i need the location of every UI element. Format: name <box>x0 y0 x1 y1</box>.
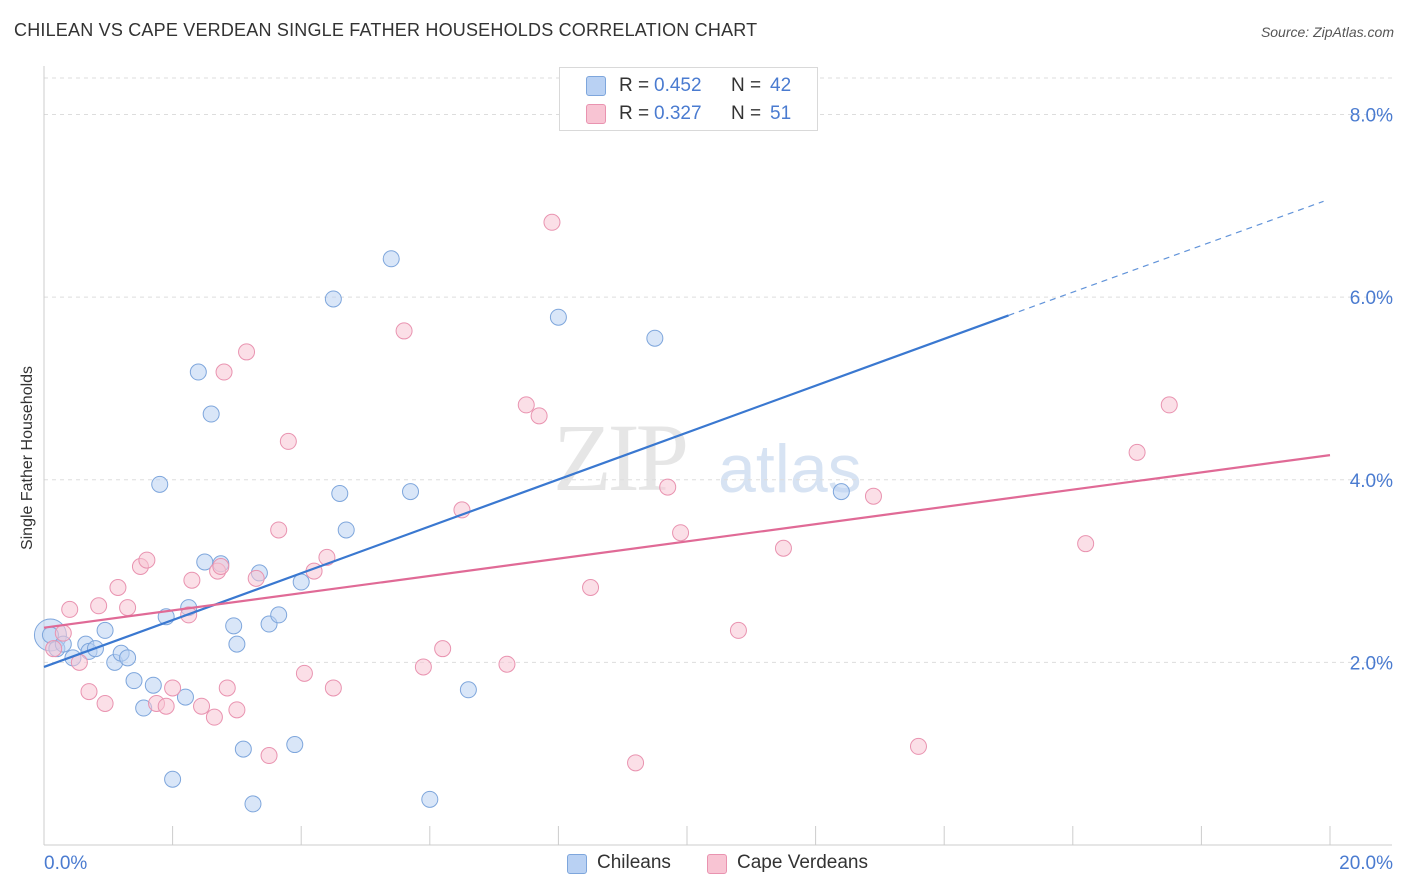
cape-verdean-point <box>434 640 452 658</box>
chilean-point <box>549 308 567 326</box>
chilean-point <box>402 483 420 501</box>
chilean-point <box>646 329 664 347</box>
cape-verdean-point <box>774 539 792 557</box>
cape-verdean-point <box>864 487 882 505</box>
n-value: 51 <box>770 103 792 124</box>
cape-verdean-point <box>215 363 233 381</box>
n-label: N = <box>731 75 762 96</box>
chilean-point <box>96 621 114 639</box>
cape-verdean-point <box>247 569 265 587</box>
cape-verdean-point <box>90 597 108 615</box>
cape-verdean-point <box>183 571 201 589</box>
n-label: N = <box>731 103 762 124</box>
r-value: 0.452 <box>654 75 702 96</box>
cape-verdean-point <box>193 697 211 715</box>
chilean-point <box>119 649 137 667</box>
n-value: 42 <box>770 75 792 96</box>
cape-verdean-point <box>1160 396 1178 414</box>
cape-verdean-point <box>582 579 600 597</box>
chileans-trend-line <box>43 314 1009 668</box>
chilean-point <box>189 363 207 381</box>
cape-verdean-point <box>260 747 278 765</box>
cape-verdeans-trend-line <box>43 454 1331 629</box>
chilean-point <box>125 672 143 690</box>
chilean-point <box>176 688 194 706</box>
legend-label-chileans: Chileans <box>597 852 671 873</box>
cape-verdean-point <box>138 551 156 569</box>
cape-verdean-point <box>543 213 561 231</box>
chilean-point <box>225 617 243 635</box>
chilean-point <box>244 795 262 813</box>
chilean-point <box>832 483 850 501</box>
chilean-point <box>286 736 304 754</box>
cape-verdean-point <box>395 322 413 340</box>
cape-verdean-point <box>279 432 297 450</box>
cape-verdean-point <box>119 599 137 617</box>
cape-verdean-point <box>270 521 288 539</box>
cape-verdean-point <box>109 579 127 597</box>
stats-legend: R = 0.452 N = 42 R = 0.327 N = 51 <box>559 67 818 131</box>
legend-label-cape-verdeans: Cape Verdeans <box>737 852 868 873</box>
cape-verdean-point <box>498 655 516 673</box>
cape-verdean-point <box>164 679 182 697</box>
cape-verdean-point <box>729 621 747 639</box>
cape-verdean-point <box>54 624 72 642</box>
chilean-point <box>228 635 246 653</box>
cape-verdean-point <box>295 664 313 682</box>
cape-verdean-point <box>218 679 236 697</box>
cape-verdean-point <box>96 694 114 712</box>
chilean-point <box>202 405 220 423</box>
cape-verdean-point <box>1077 535 1095 553</box>
cape-verdean-point <box>672 524 690 542</box>
series-legend: Chileans Cape Verdeans <box>0 852 1406 878</box>
chileans-trend-extension <box>1008 200 1324 316</box>
cape-verdean-point <box>909 737 927 755</box>
cape-verdean-point <box>659 478 677 496</box>
chilean-point <box>164 770 182 788</box>
cape-verdean-point <box>324 679 342 697</box>
chilean-point <box>459 681 477 699</box>
cape-verdean-point <box>627 754 645 772</box>
chilean-point <box>324 290 342 308</box>
chilean-point <box>382 250 400 268</box>
chileans-swatch <box>586 76 606 96</box>
cape-verdean-point <box>80 683 98 701</box>
chilean-point <box>421 790 439 808</box>
chilean-point <box>337 521 355 539</box>
cape-verdean-point <box>517 396 535 414</box>
chilean-point <box>292 573 310 591</box>
cape-verdean-point <box>530 407 548 425</box>
chilean-point <box>151 475 169 493</box>
cape-verdean-point <box>228 701 246 719</box>
cape-verdean-point <box>238 343 256 361</box>
cape-verdean-point <box>414 658 432 676</box>
cape-verdeans-swatch <box>707 854 727 874</box>
y-tick-label: 2.0% <box>1350 653 1393 674</box>
chileans-swatch <box>567 854 587 874</box>
chilean-point <box>144 676 162 694</box>
chart-title: CHILEAN VS CAPE VERDEAN SINGLE FATHER HO… <box>14 20 758 40</box>
chilean-point <box>234 740 252 758</box>
y-tick-label: 4.0% <box>1350 471 1393 492</box>
y-tick-label: 6.0% <box>1350 288 1393 309</box>
cape-verdean-point <box>205 708 223 726</box>
y-tick-label: 8.0% <box>1350 106 1393 127</box>
r-label: R = <box>619 75 650 96</box>
source-credit: Source: ZipAtlas.com <box>1260 24 1394 40</box>
cape-verdean-point <box>157 697 175 715</box>
chilean-point <box>331 484 349 502</box>
cape-verdean-point <box>61 600 79 618</box>
cape-verdean-point <box>45 640 63 658</box>
x-tick-label: 20.0% <box>1339 853 1393 874</box>
cape-verdean-point <box>212 558 230 576</box>
chilean-point <box>270 606 288 624</box>
cape-verdean-point <box>1128 443 1146 461</box>
r-value: 0.327 <box>654 103 702 124</box>
cape-verdeans-swatch <box>586 104 606 124</box>
r-label: R = <box>619 103 650 124</box>
x-tick-label: 0.0% <box>44 853 87 874</box>
